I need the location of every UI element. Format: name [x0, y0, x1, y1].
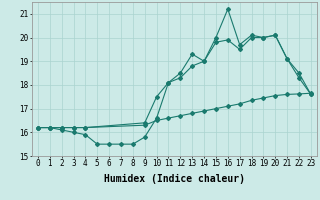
X-axis label: Humidex (Indice chaleur): Humidex (Indice chaleur) — [104, 174, 245, 184]
